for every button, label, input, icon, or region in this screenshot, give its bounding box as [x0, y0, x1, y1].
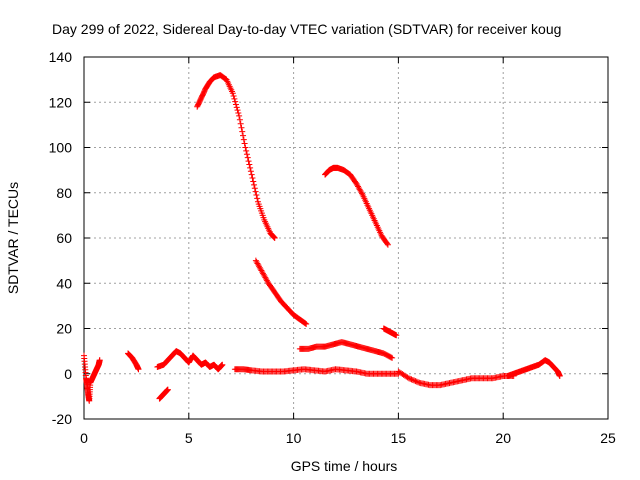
- data-point: [302, 320, 309, 327]
- data-point: [405, 375, 412, 382]
- data-point: [251, 181, 258, 188]
- data-point: [411, 377, 418, 384]
- data-point: [271, 234, 278, 241]
- y-tick-label: 140: [49, 49, 73, 65]
- data-point: [245, 158, 252, 165]
- series-arc-3: [156, 386, 171, 402]
- data-point: [393, 332, 400, 339]
- y-tick-label: 20: [56, 321, 72, 337]
- axis-ticks: 0 5 10 15 20 25 -20 0 20 40 60 80 100 120 140: [49, 49, 616, 446]
- data-point: [135, 366, 142, 373]
- data-point: [248, 171, 255, 178]
- data-point: [408, 376, 415, 383]
- data-point: [252, 188, 259, 195]
- data-point: [412, 378, 419, 385]
- data-point: [384, 240, 391, 247]
- y-tick-label: 80: [56, 185, 72, 201]
- data-point: [247, 164, 254, 171]
- y-tick-label: 60: [56, 230, 72, 246]
- data-point: [236, 116, 243, 123]
- data-point: [384, 241, 391, 248]
- series-arc-9: [322, 164, 391, 248]
- x-tick-label: 0: [80, 430, 88, 446]
- data-point: [96, 357, 103, 364]
- series-arc-4: [154, 348, 226, 373]
- series-arc-1: [81, 352, 103, 404]
- y-tick-label: 40: [56, 275, 72, 291]
- x-tick-label: 5: [185, 430, 193, 446]
- data-point: [246, 161, 253, 168]
- data-point: [358, 190, 365, 197]
- x-tick-label: 10: [286, 430, 302, 446]
- data-point: [389, 354, 396, 361]
- x-tick-label: 25: [600, 430, 616, 446]
- data-point: [234, 107, 241, 114]
- data-point: [415, 379, 422, 386]
- y-tick-label: -20: [52, 411, 72, 427]
- y-tick-label: 0: [64, 366, 72, 382]
- series-arc-6: [231, 366, 402, 377]
- series-arc-2: [125, 350, 142, 373]
- data-point: [388, 354, 395, 361]
- data-point: [413, 378, 420, 385]
- data-point: [244, 154, 251, 161]
- data-point: [250, 178, 257, 185]
- data-point: [235, 109, 242, 116]
- data-point: [242, 144, 249, 151]
- data-point: [241, 140, 248, 147]
- y-tick-label: 100: [49, 140, 73, 156]
- data-point: [271, 235, 278, 241]
- data-point: [254, 195, 261, 202]
- series-arc-10: [380, 325, 400, 339]
- data-point: [249, 175, 256, 182]
- data-point: [247, 168, 254, 175]
- data-points: [81, 72, 563, 404]
- data-point: [253, 192, 260, 199]
- data-point: [404, 374, 411, 381]
- series-arc-12: [504, 357, 563, 380]
- data-point: [251, 185, 258, 192]
- data-point: [240, 136, 247, 143]
- data-point: [240, 132, 247, 139]
- y-axis-label: SDTVAR / TECUs: [5, 182, 21, 294]
- x-tick-label: 20: [495, 430, 511, 446]
- data-point: [164, 386, 171, 393]
- data-point: [270, 233, 277, 240]
- data-point: [407, 375, 414, 382]
- data-point: [236, 112, 243, 119]
- series-arc-7: [252, 257, 310, 327]
- chart-title: Day 299 of 2022, Sidereal Day-to-day VTE…: [52, 21, 561, 37]
- data-point: [219, 361, 226, 368]
- x-axis-label: GPS time / hours: [291, 458, 398, 474]
- data-point: [238, 124, 245, 131]
- data-point: [237, 120, 244, 127]
- y-tick-label: 120: [49, 94, 73, 110]
- data-point: [303, 320, 310, 327]
- data-point: [232, 101, 239, 108]
- data-point: [243, 151, 250, 158]
- series-arc-5: [194, 72, 278, 241]
- data-point: [556, 373, 563, 380]
- x-tick-label: 15: [391, 430, 407, 446]
- data-point: [232, 98, 239, 105]
- data-point: [230, 93, 237, 100]
- data-point: [409, 376, 416, 383]
- series-arc-8: [296, 339, 396, 361]
- data-point: [231, 95, 238, 102]
- series-arc-11: [395, 368, 517, 389]
- data-point: [243, 147, 250, 154]
- data-point: [239, 128, 246, 135]
- data-point: [229, 90, 236, 97]
- data-point: [233, 104, 240, 111]
